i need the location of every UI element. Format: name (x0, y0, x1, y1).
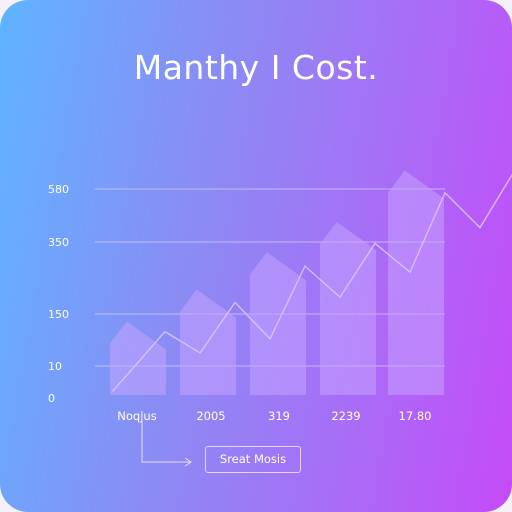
bar (110, 321, 166, 395)
chart-title: Manthy I Cost. (133, 48, 379, 87)
x-axis-ticks: Noqjus 2005 319 2239 17.80 (117, 409, 431, 423)
legend-box: Sreat Mosis (205, 446, 301, 473)
y-tick-label: 350 (48, 236, 69, 249)
y-tick-label: 10 (48, 360, 62, 373)
y-tick-label: 0 (48, 392, 55, 405)
line-layer (111, 173, 512, 392)
x-tick-label: 17.80 (399, 409, 432, 423)
bar-layer (110, 170, 444, 395)
y-tick-label: 150 (48, 308, 69, 321)
legend-connector (141, 412, 192, 467)
x-tick-label: Noqjus (117, 409, 156, 423)
x-tick-label: 2005 (196, 409, 225, 423)
legend-label: Sreat Mosis (219, 452, 287, 466)
bar (388, 170, 444, 395)
y-axis-ticks: 0 10 150 350 580 (48, 183, 69, 405)
bar (320, 222, 376, 395)
y-tick-label: 580 (48, 183, 69, 196)
x-tick-label: 2239 (331, 409, 360, 423)
series-line (111, 173, 512, 392)
x-tick-label: 319 (268, 409, 290, 423)
